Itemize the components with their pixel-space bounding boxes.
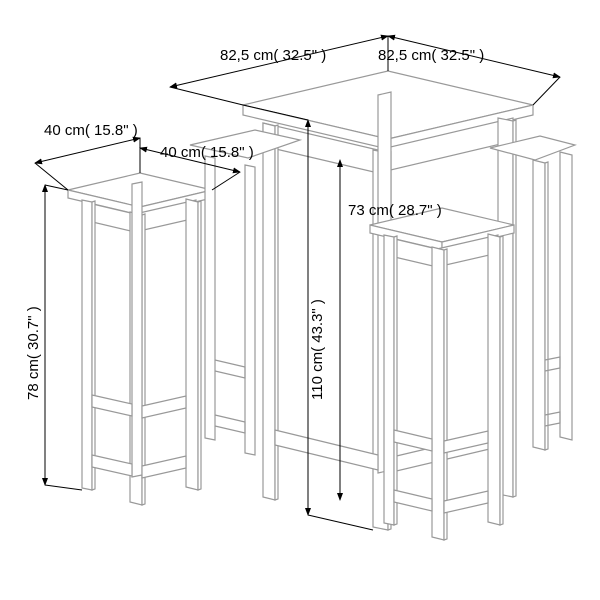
dimension-drawing: 82,5 cm( 32.5" ) 82,5 cm( 32.5" ) 40 cm(… [0,0,600,600]
dim-table-depth: 82,5 cm( 32.5" ) [220,47,326,64]
dim-under-table: 73 cm( 28.7" ) [348,202,442,219]
dim-stool-height: 78 cm( 30.7" ) [25,306,42,400]
bar-stool-front-left [68,173,212,505]
bar-stool-front-right [370,208,514,540]
dim-stool-depth: 40 cm( 15.8" ) [44,122,138,139]
bar-stool-back-left [190,130,300,455]
dim-table-height: 110 cm( 43.3" ) [309,299,326,400]
dim-stool-width: 40 cm( 15.8" ) [160,144,254,161]
dim-table-width: 82,5 cm( 32.5" ) [378,47,484,64]
